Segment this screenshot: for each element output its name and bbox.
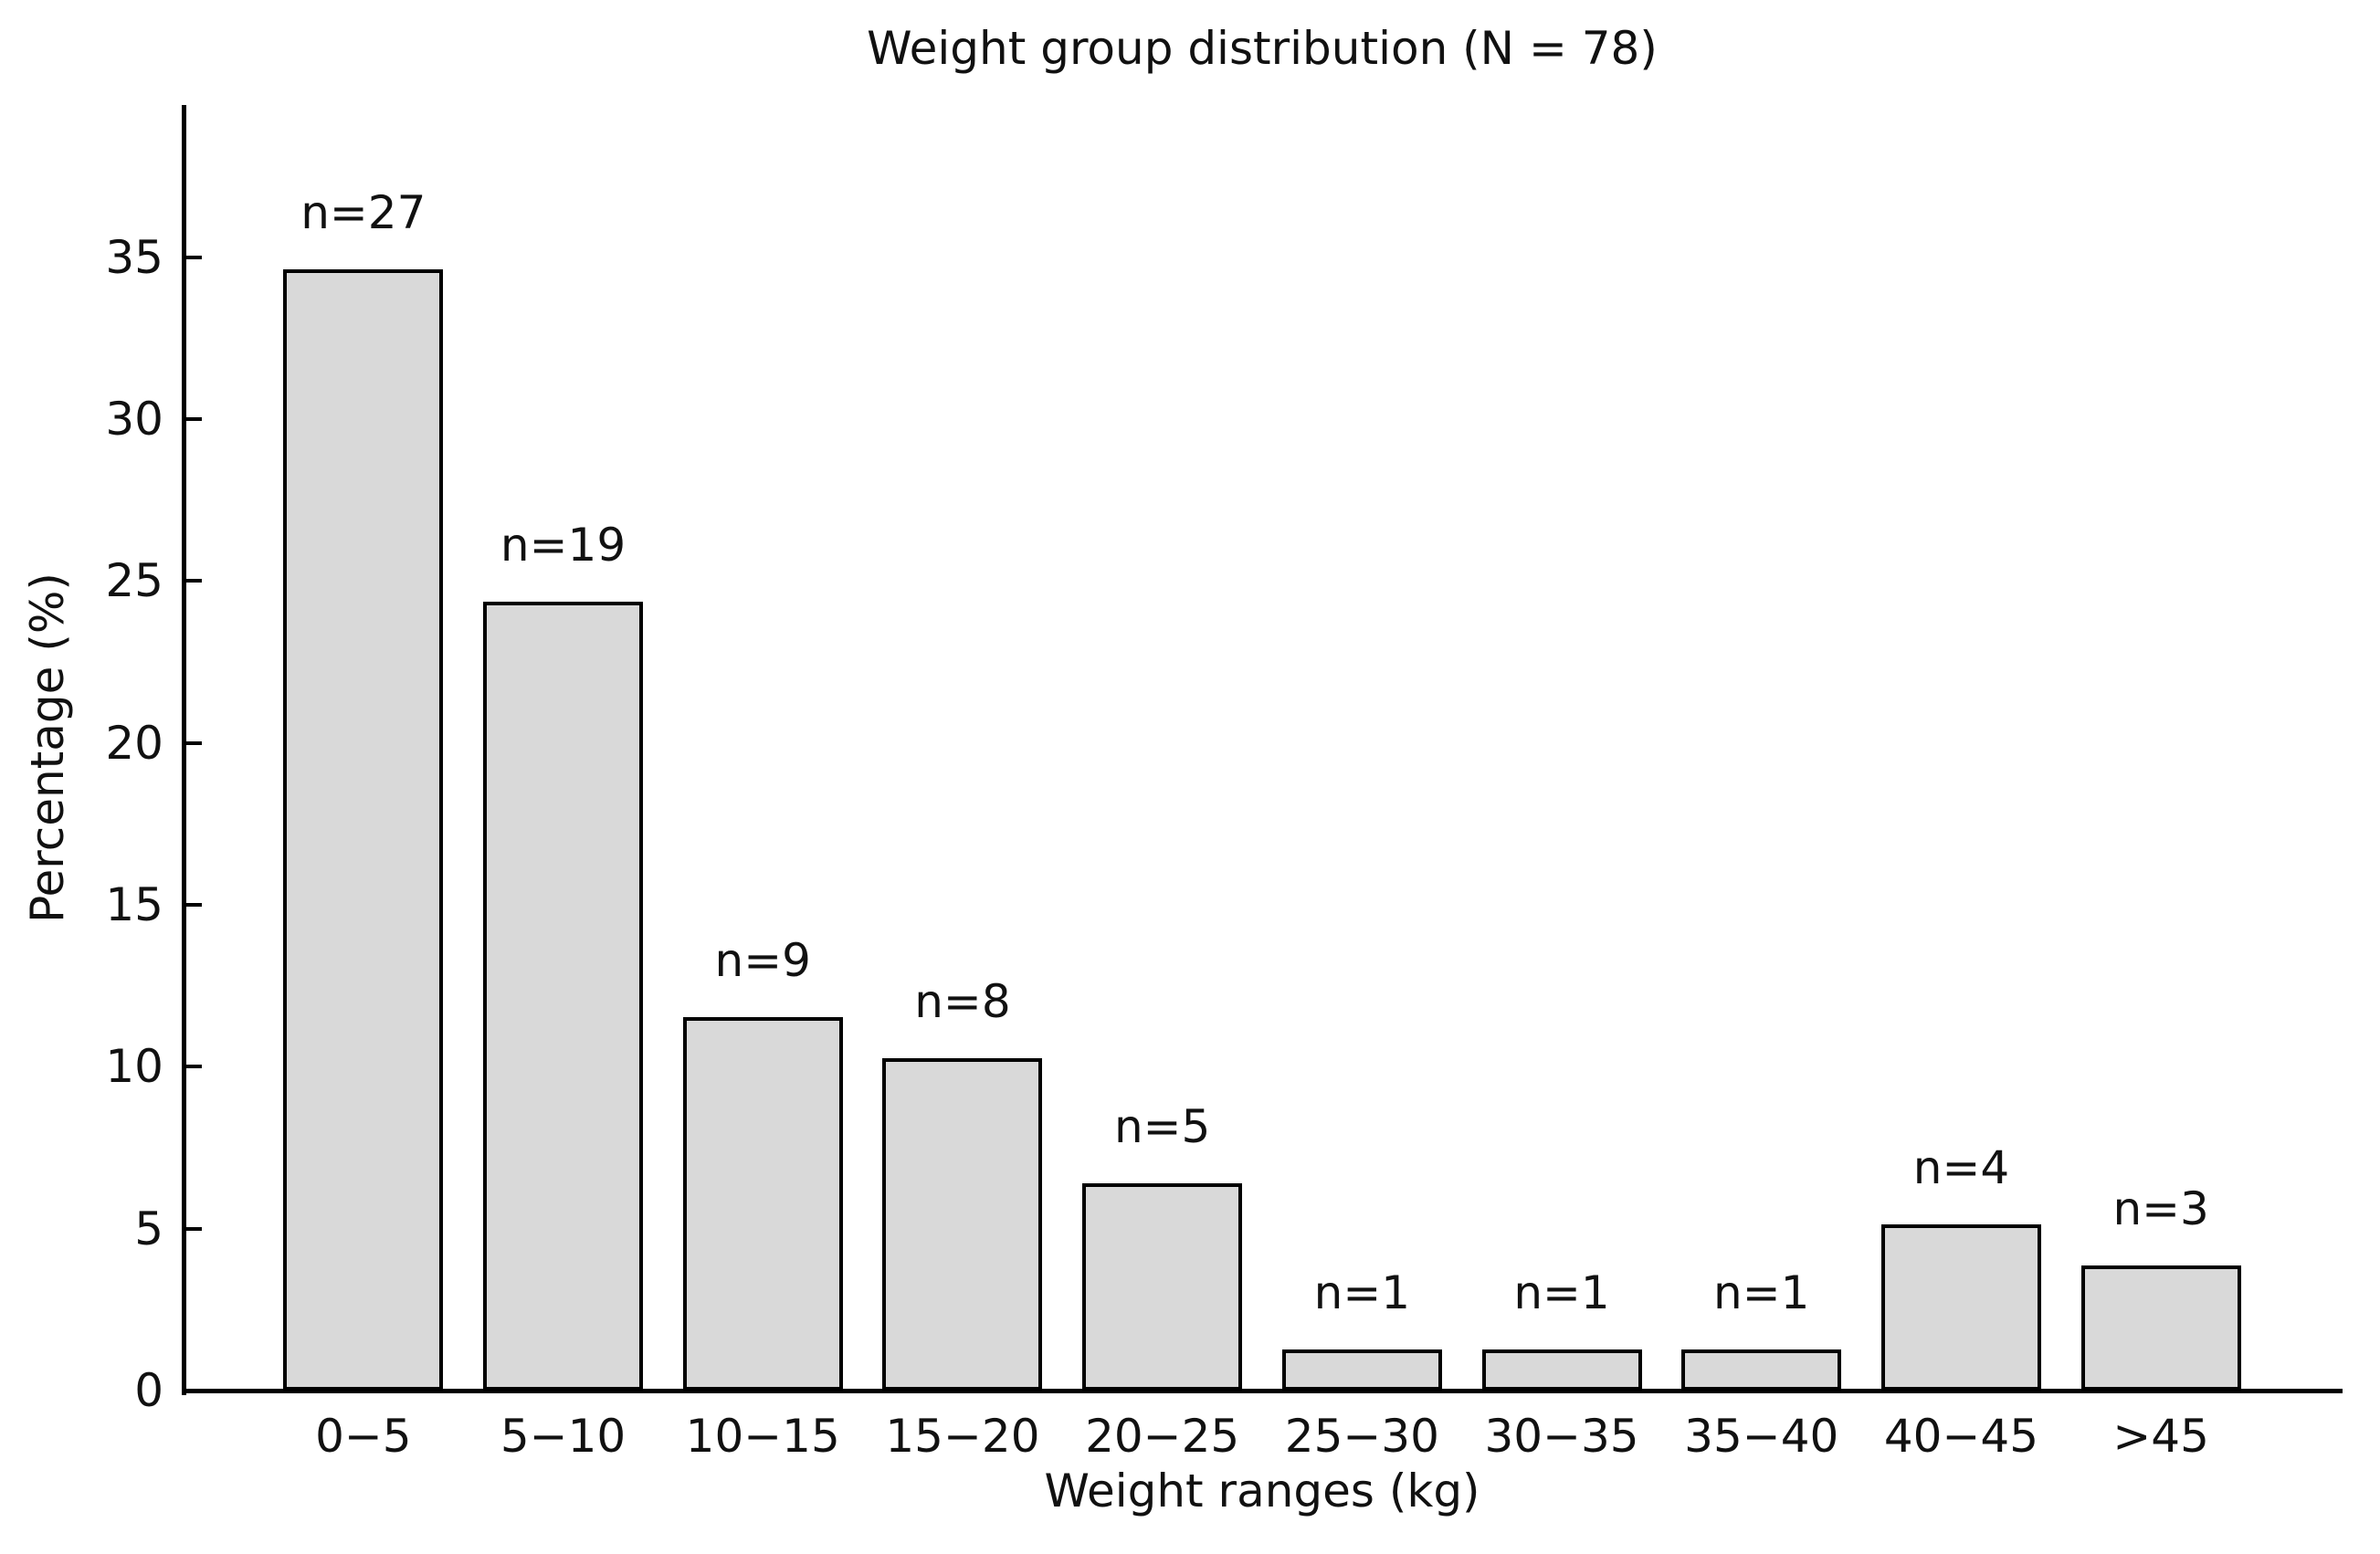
bar [882, 1058, 1043, 1391]
y-tick-label: 30 [105, 393, 163, 446]
bar [1880, 1224, 2041, 1391]
x-tick-label: 5−10 [500, 1410, 627, 1463]
bar-count-label: n=1 [1513, 1265, 1610, 1319]
bar-count-label: n=1 [1713, 1265, 1810, 1319]
bar [1082, 1182, 1243, 1391]
y-axis-spine [182, 105, 186, 1395]
bar [1281, 1349, 1442, 1391]
bar-count-label: n=8 [914, 975, 1011, 1029]
y-tick-label: 20 [105, 716, 163, 770]
y-tick-label: 0 [134, 1364, 163, 1417]
x-tick-label: 25−30 [1284, 1410, 1439, 1463]
y-tick-mark [184, 903, 202, 907]
y-tick-mark [184, 417, 202, 422]
y-tick-mark [184, 1226, 202, 1231]
bar-count-label: n=19 [500, 519, 627, 572]
x-tick-label: 35−40 [1684, 1410, 1839, 1463]
x-axis-label: Weight ranges (kg) [1044, 1465, 1480, 1517]
y-tick-label: 35 [105, 230, 163, 284]
bar [283, 269, 444, 1391]
chart-title: Weight group distribution (N = 78) [867, 22, 1658, 75]
x-tick-label: 40−45 [1883, 1410, 2039, 1463]
bar [1681, 1349, 1842, 1391]
bar-count-label: n=3 [2112, 1182, 2209, 1236]
x-tick-label: >45 [2112, 1410, 2209, 1463]
bar-count-label: n=1 [1313, 1265, 1411, 1319]
y-tick-label: 10 [105, 1040, 163, 1094]
y-tick-mark [184, 1065, 202, 1069]
y-tick-label: 25 [105, 554, 163, 608]
x-axis-spine [182, 1389, 2343, 1393]
bar-count-label: n=5 [1113, 1099, 1211, 1153]
y-tick-label: 5 [134, 1202, 163, 1255]
x-tick-label: 0−5 [315, 1410, 412, 1463]
bar-count-label: n=27 [300, 186, 427, 240]
bar-count-label: n=9 [714, 933, 811, 987]
x-tick-label: 10−15 [685, 1410, 840, 1463]
x-tick-label: 20−25 [1085, 1410, 1240, 1463]
y-tick-mark [184, 1389, 202, 1392]
y-tick-label: 15 [105, 878, 163, 931]
bar [483, 602, 643, 1391]
y-tick-mark [184, 255, 202, 259]
bar [2080, 1265, 2241, 1391]
bar [682, 1016, 843, 1391]
y-tick-mark [184, 740, 202, 745]
x-tick-label: 15−20 [885, 1410, 1040, 1463]
bar-count-label: n=4 [1912, 1141, 2010, 1195]
y-tick-mark [184, 579, 202, 583]
bar [1481, 1349, 1642, 1391]
x-tick-label: 30−35 [1484, 1410, 1639, 1463]
